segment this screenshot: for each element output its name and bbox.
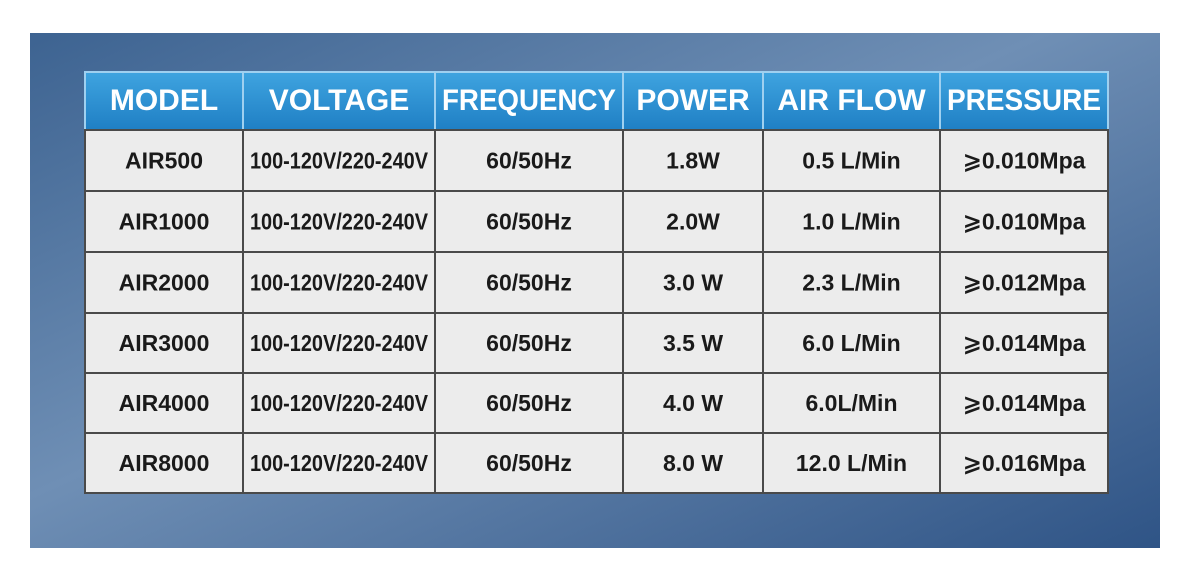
body-cell — [762, 190, 941, 253]
body-cell — [434, 432, 624, 494]
body-cell — [762, 432, 941, 494]
body-cell — [622, 190, 764, 253]
body-cell — [939, 312, 1109, 374]
body-cell — [84, 251, 244, 314]
cell-text: 60/50Hz — [486, 148, 572, 174]
cell-text: 2.3 L/Min — [802, 270, 900, 296]
cell-text: 100-120V/220-240V — [250, 330, 429, 356]
cell-text: 60/50Hz — [486, 390, 572, 416]
cell-text: 1.0 L/Min — [802, 209, 900, 235]
cell-text: 8.0 W — [663, 450, 723, 476]
cell-text: ⩾0.014Mpa — [963, 390, 1086, 416]
body-cell — [84, 312, 244, 374]
cell-text: 60/50Hz — [486, 450, 572, 476]
header-text: MODEL — [110, 84, 218, 117]
cell-text: 3.0 W — [663, 270, 723, 296]
body-cell — [434, 251, 624, 314]
cell-text: 100-120V/220-240V — [250, 390, 429, 416]
cell-text: 60/50Hz — [486, 330, 572, 356]
header-text: POWER — [636, 84, 750, 117]
cell-text: 6.0 L/Min — [802, 330, 900, 356]
body-cell — [939, 251, 1109, 314]
cell-text: 0.5 L/Min — [802, 148, 900, 174]
body-cell — [434, 190, 624, 253]
body-cell — [84, 432, 244, 494]
body-cell — [762, 251, 941, 314]
cell-text: ⩾0.014Mpa — [963, 330, 1086, 356]
cell-text: 60/50Hz — [486, 270, 572, 296]
cell-text: 100-120V/220-240V — [250, 450, 429, 476]
cell-text: AIR500 — [125, 148, 203, 174]
header-cell — [242, 71, 436, 131]
cell-text: 1.8W — [666, 148, 720, 174]
body-cell — [84, 190, 244, 253]
header-cell — [434, 71, 624, 131]
body-cell — [939, 190, 1109, 253]
body-cell — [242, 432, 436, 494]
spec-table: MODEL VOLTAGE FREQUENCY POWER AIR FLOW PRESSU… — [84, 71, 1109, 494]
body-cell — [242, 129, 436, 192]
cell-text: AIR1000 — [119, 209, 210, 235]
body-cell — [84, 372, 244, 434]
cell-text: 6.0L/Min — [805, 390, 897, 416]
body-cell — [242, 312, 436, 374]
cell-text: 100-120V/220-240V — [250, 270, 429, 296]
cell-text: ⩾0.016Mpa — [963, 450, 1086, 476]
header-cell — [84, 71, 244, 131]
body-cell — [434, 129, 624, 192]
body-cell — [242, 190, 436, 253]
cell-text: AIR2000 — [119, 270, 210, 296]
body-cell — [762, 312, 941, 374]
body-cell — [939, 129, 1109, 192]
cell-text: ⩾0.010Mpa — [963, 148, 1086, 174]
cell-text: 2.0W — [666, 209, 720, 235]
cell-text: 60/50Hz — [486, 209, 572, 235]
body-cell — [939, 432, 1109, 494]
body-cell — [622, 129, 764, 192]
header-text: AIR FLOW — [777, 84, 926, 117]
cell-text: 100-120V/220-240V — [250, 148, 429, 174]
cell-text: 12.0 L/Min — [796, 450, 907, 476]
cell-text: 3.5 W — [663, 330, 723, 356]
cell-text: ⩾0.010Mpa — [963, 209, 1086, 235]
cell-text: AIR3000 — [119, 330, 210, 356]
header-text: VOLTAGE — [269, 84, 410, 117]
header-text: PRESSURE — [947, 84, 1101, 117]
cell-text: AIR8000 — [119, 450, 210, 476]
body-cell — [939, 372, 1109, 434]
cell-text: 4.0 W — [663, 390, 723, 416]
cell-text: 100-120V/220-240V — [250, 209, 429, 235]
cell-text: AIR4000 — [119, 390, 210, 416]
body-cell — [622, 251, 764, 314]
cell-text: ⩾0.012Mpa — [963, 270, 1086, 296]
header-text: FREQUENCY — [442, 84, 616, 117]
